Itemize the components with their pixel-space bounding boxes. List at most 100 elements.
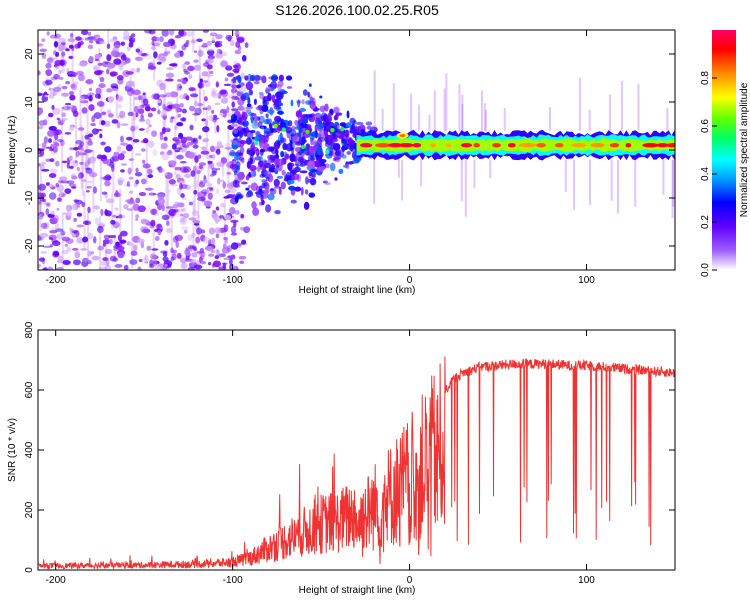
noise-blob: [193, 264, 203, 270]
transition-blob: [257, 121, 263, 128]
noise-blob: [215, 33, 223, 40]
noise-blob: [198, 165, 204, 170]
noise-blob: [134, 153, 142, 156]
noise-blob: [96, 100, 105, 107]
noise-blob: [127, 111, 134, 117]
transition-blob: [327, 112, 332, 119]
noise-blob: [64, 102, 72, 106]
transition-blob: [297, 131, 305, 138]
noise-blob: [220, 145, 224, 148]
noise-blob: [53, 133, 59, 141]
transition-blob: [230, 108, 239, 112]
noise-blob: [106, 175, 112, 180]
noise-blob: [229, 206, 236, 215]
noise-blob: [182, 197, 187, 201]
noise-blob: [220, 202, 226, 208]
transition-blob: [333, 106, 340, 114]
noise-blob: [209, 187, 213, 191]
noise-blob: [230, 123, 238, 128]
noise-blob: [179, 50, 184, 57]
noise-blob: [161, 126, 166, 135]
noise-blob: [96, 40, 100, 44]
noise-blob: [103, 234, 111, 240]
noise-blob: [119, 239, 127, 244]
transition-blob: [259, 93, 265, 100]
transition-blob: [259, 173, 266, 178]
noise-blob: [140, 178, 147, 185]
transition-blob: [262, 100, 270, 106]
signal-streak: [417, 104, 420, 131]
noise-blob: [50, 168, 58, 174]
noise-blob: [180, 217, 186, 223]
noise-blob: [156, 61, 162, 65]
transition-blob: [278, 186, 282, 196]
noise-blob: [72, 81, 79, 85]
transition-blob: [263, 160, 268, 167]
transition-blob: [346, 163, 350, 169]
noise-blob: [117, 153, 125, 161]
signal-streak: [373, 159, 376, 205]
noise-blob: [226, 182, 234, 190]
snr-y-tick-label: 800: [24, 321, 35, 338]
transition-blob: [328, 142, 336, 146]
noise-blob: [126, 45, 131, 52]
noise-blob: [132, 89, 141, 96]
noise-blob: [223, 83, 232, 87]
transition-blob: [329, 162, 336, 172]
noise-blob: [170, 247, 174, 254]
noise-blob: [45, 158, 51, 163]
noise-blob: [209, 145, 215, 153]
noise-blob: [137, 50, 144, 56]
noise-blob: [165, 78, 174, 82]
noise-blob: [230, 87, 237, 94]
noise-blob: [203, 200, 213, 207]
noise-streak: [75, 107, 78, 160]
noise-blob: [68, 44, 74, 49]
noise-blob: [179, 160, 187, 164]
noise-blob: [45, 69, 53, 77]
noise-blob: [72, 259, 81, 266]
transition-blob: [267, 146, 274, 153]
noise-blob: [106, 109, 112, 115]
noise-blob: [127, 167, 132, 175]
noise-blob: [162, 41, 172, 48]
noise-blob: [196, 170, 201, 175]
noise-streak: [115, 86, 118, 118]
noise-blob: [196, 227, 203, 235]
transition-blob: [230, 242, 239, 250]
noise-blob: [204, 119, 209, 127]
noise-streak: [205, 106, 208, 159]
noise-blob: [59, 176, 68, 182]
noise-blob: [113, 192, 121, 198]
colorbar-label: Normalized spectral amplitude: [739, 82, 750, 217]
noise-blob: [223, 257, 231, 261]
noise-blob: [159, 133, 164, 141]
noise-blob: [60, 230, 66, 236]
noise-blob: [120, 142, 128, 146]
noise-blob: [86, 185, 92, 189]
noise-blob: [87, 140, 93, 146]
noise-blob: [52, 91, 57, 96]
noise-blob: [46, 31, 50, 36]
noise-blob: [87, 232, 94, 240]
noise-blob: [175, 173, 181, 180]
noise-blob: [191, 210, 199, 217]
noise-blob: [106, 43, 111, 49]
noise-blob: [169, 63, 178, 67]
transition-blob: [273, 185, 281, 189]
noise-blob: [49, 158, 55, 163]
noise-blob: [196, 250, 205, 254]
transition-blob: [254, 135, 260, 142]
noise-blob: [107, 95, 115, 103]
noise-blob: [230, 232, 238, 236]
noise-blob: [167, 160, 177, 166]
signal-streak: [621, 80, 624, 131]
noise-blob: [99, 40, 106, 45]
transition-blob: [314, 130, 318, 139]
noise-blob: [96, 54, 102, 59]
noise-blob: [170, 39, 175, 45]
noise-blob: [189, 259, 197, 264]
noise-blob: [174, 52, 182, 58]
noise-blob: [160, 142, 168, 150]
transition-blob: [338, 134, 345, 140]
